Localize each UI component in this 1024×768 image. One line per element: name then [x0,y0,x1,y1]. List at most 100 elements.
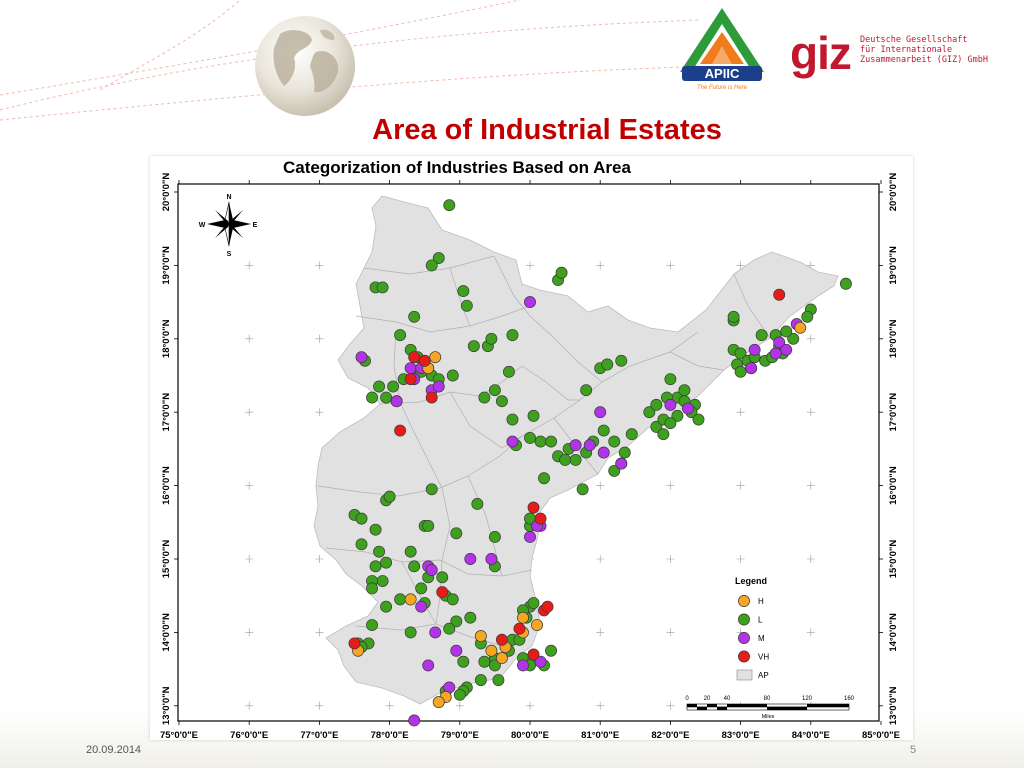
x-tick-label: 85°0'0"E [862,730,900,740]
estate-marker-l [664,373,677,386]
estate-marker-l [538,472,550,485]
estate-marker-vh [394,424,407,437]
estate-marker-vh [527,648,540,661]
estate-marker-h [517,611,529,624]
estate-marker-vh [495,633,508,646]
estate-marker-l [608,464,621,477]
estate-marker-m [769,347,782,360]
estate-marker-l [524,431,536,444]
scale-label: 120 [802,696,813,702]
graticule-cross [806,481,815,490]
estate-marker-l [443,622,456,635]
y-tick-label-right: 14°0'0"N [888,613,899,652]
slide-number: 5 [910,744,917,756]
slide-title: Area of Industrial Estates [372,114,722,146]
estate-marker-l [373,545,386,558]
estate-marker-l [394,593,407,606]
estate-marker-l [657,428,670,441]
graticule-cross [315,408,324,417]
estate-marker-l [366,391,378,404]
x-tick-label: 75°0'0"E [160,730,198,740]
estate-marker-l [576,483,589,496]
estate-marker-m [745,362,758,375]
estate-marker-l [787,332,800,345]
x-tick-label: 83°0'0"E [722,730,760,740]
y-tick-label-right: 17°0'0"N [888,393,899,432]
graticule-cross [596,701,605,710]
compass-e: E [253,222,258,229]
y-tick-label-right: 16°0'0"N [888,466,899,505]
graticule-cross [736,261,745,270]
scale-label: 40 [724,696,731,702]
estate-marker-l [734,347,747,360]
estate-marker-h [794,321,807,334]
estate-marker-l [734,365,747,378]
estate-marker-l [506,413,519,426]
estate-marker-l [369,523,382,536]
map-title: Categorization of Industries Based on Ar… [283,158,631,177]
legend-label: L [758,616,763,625]
estate-marker-h [474,630,487,643]
estate-marker-l [464,611,477,624]
estate-marker-l [408,310,421,323]
estate-marker-l [664,417,677,430]
graticule-cross [596,628,605,637]
estate-marker-l [366,582,378,595]
legend-label: H [758,597,764,606]
estate-marker-l [801,310,814,323]
estate-marker-m [597,446,610,459]
estate-marker-m [569,439,582,452]
graticule-cross [315,555,324,563]
y-tick-label: 16°0'0"N [161,466,172,505]
estate-marker-l [555,266,568,279]
apiic-logo: APIIC The Future is Here [680,8,764,91]
estate-marker-l [692,413,705,426]
estate-marker-m [485,553,498,565]
estate-marker-l [495,395,508,408]
graticule-cross [666,555,675,563]
estate-marker-m [425,564,438,576]
graticule-cross [736,481,745,490]
estate-marker-m [450,644,463,657]
legend-swatch-h [738,595,750,607]
estate-marker-l [839,277,852,290]
estate-marker-l [545,644,558,657]
estate-marker-h [429,351,442,364]
estate-marker-l [559,453,572,466]
estate-marker-l [471,498,484,510]
estate-marker-m [432,380,445,393]
x-tick-label: 81°0'0"E [581,730,619,740]
legend-label: VH [758,653,769,662]
estate-marker-l [534,435,547,448]
estate-marker-l [643,406,656,419]
y-tick-label: 19°0'0"N [161,246,172,285]
estate-marker-l [727,310,740,323]
estate-marker-m [517,659,529,672]
legend-swatch-l [738,613,750,626]
scale-unit: Miles [762,714,775,720]
estate-marker-h [404,593,417,606]
graticule-cross [806,408,815,417]
estate-marker-m [415,600,428,613]
compass-n: N [226,194,231,201]
estate-marker-l [355,512,368,525]
x-tick-label: 84°0'0"E [792,730,830,740]
graticule-cross [385,701,394,710]
estate-marker-l [369,560,382,573]
estate-marker-l [366,619,378,632]
compass-w: W [199,222,206,229]
estate-marker-l [545,435,558,448]
y-tick-label-right: 19°0'0"N [888,246,899,285]
estate-marker-vh [348,637,361,650]
estate-marker-m [664,398,677,411]
graticule-cross [596,481,605,490]
estate-marker-l [457,655,470,668]
legend-label: M [758,634,765,643]
legend-swatch-m [738,632,750,644]
estate-marker-l [404,545,417,558]
estate-marker-vh [527,501,540,514]
graticule-cross [455,701,464,710]
estate-marker-l [446,369,459,382]
globe-icon [255,16,355,116]
estate-marker-m [583,439,596,452]
